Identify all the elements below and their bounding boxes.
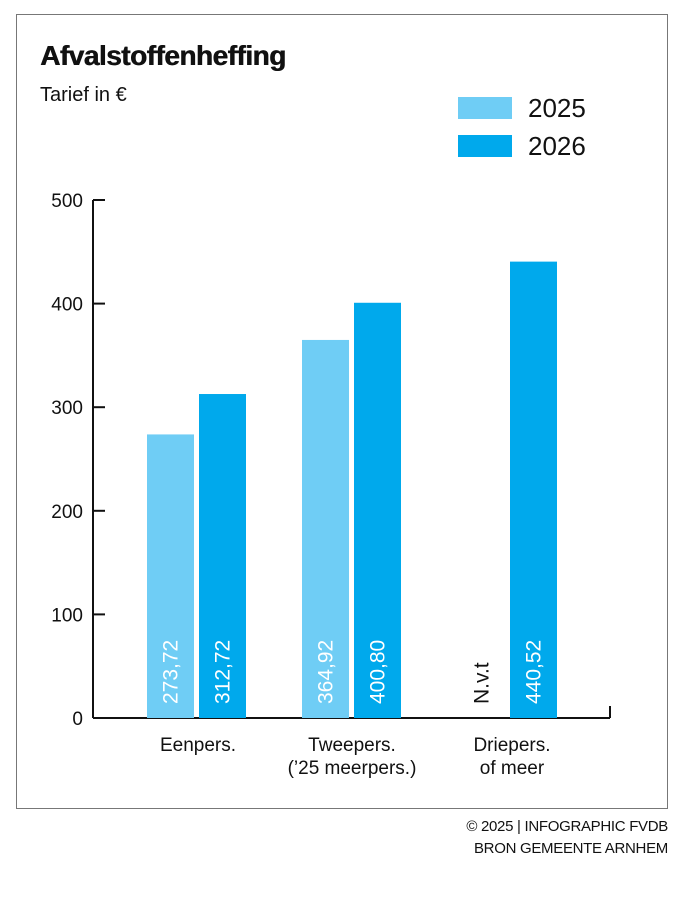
legend-swatch-2025 [458, 97, 512, 119]
y-tick-label: 0 [72, 709, 83, 730]
y-tick-label: 500 [51, 191, 83, 212]
y-tick-label: 100 [51, 605, 83, 626]
chart-frame [16, 14, 668, 809]
x-tick-label: (’25 meerpers.) [288, 758, 417, 779]
bar-2025 [147, 434, 194, 718]
bar-2026 [199, 394, 246, 718]
legend-label-2026: 2026 [528, 130, 586, 161]
bar-value-label: 440,52 [523, 640, 546, 704]
chart-subtitle: Tarief in € [40, 84, 127, 106]
bar-2026 [354, 302, 401, 718]
legend-swatch-2026 [458, 135, 512, 157]
bar-value-label: 364,92 [315, 640, 338, 704]
y-tick-label: 200 [51, 502, 83, 523]
chart-title: Afvalstoffenheffing [40, 40, 286, 71]
bar-2026 [510, 261, 557, 718]
legend-label-2025: 2025 [528, 92, 586, 123]
bar-value-label: 273,72 [160, 640, 183, 704]
bar-value-label: 400,80 [367, 640, 390, 704]
x-tick-label: Driepers. [473, 735, 550, 756]
y-tick-label: 300 [51, 398, 83, 419]
legend-item-2025: 2025 [458, 92, 586, 123]
x-tick-label: of meer [480, 758, 545, 779]
credit-line: © 2025 | INFOGRAPHIC FVDB [466, 818, 668, 835]
bar-2025 [302, 339, 349, 718]
bar-value-label: N.v.t [471, 662, 494, 704]
x-tick-label: Eenpers. [160, 735, 236, 756]
source-line: BRON GEMEENTE ARNHEM [473, 840, 668, 857]
y-tick-label: 400 [51, 295, 83, 316]
legend-item-2026: 2026 [458, 130, 586, 161]
x-tick-label: Tweepers. [308, 735, 396, 756]
bar-value-label: 312,72 [212, 640, 235, 704]
